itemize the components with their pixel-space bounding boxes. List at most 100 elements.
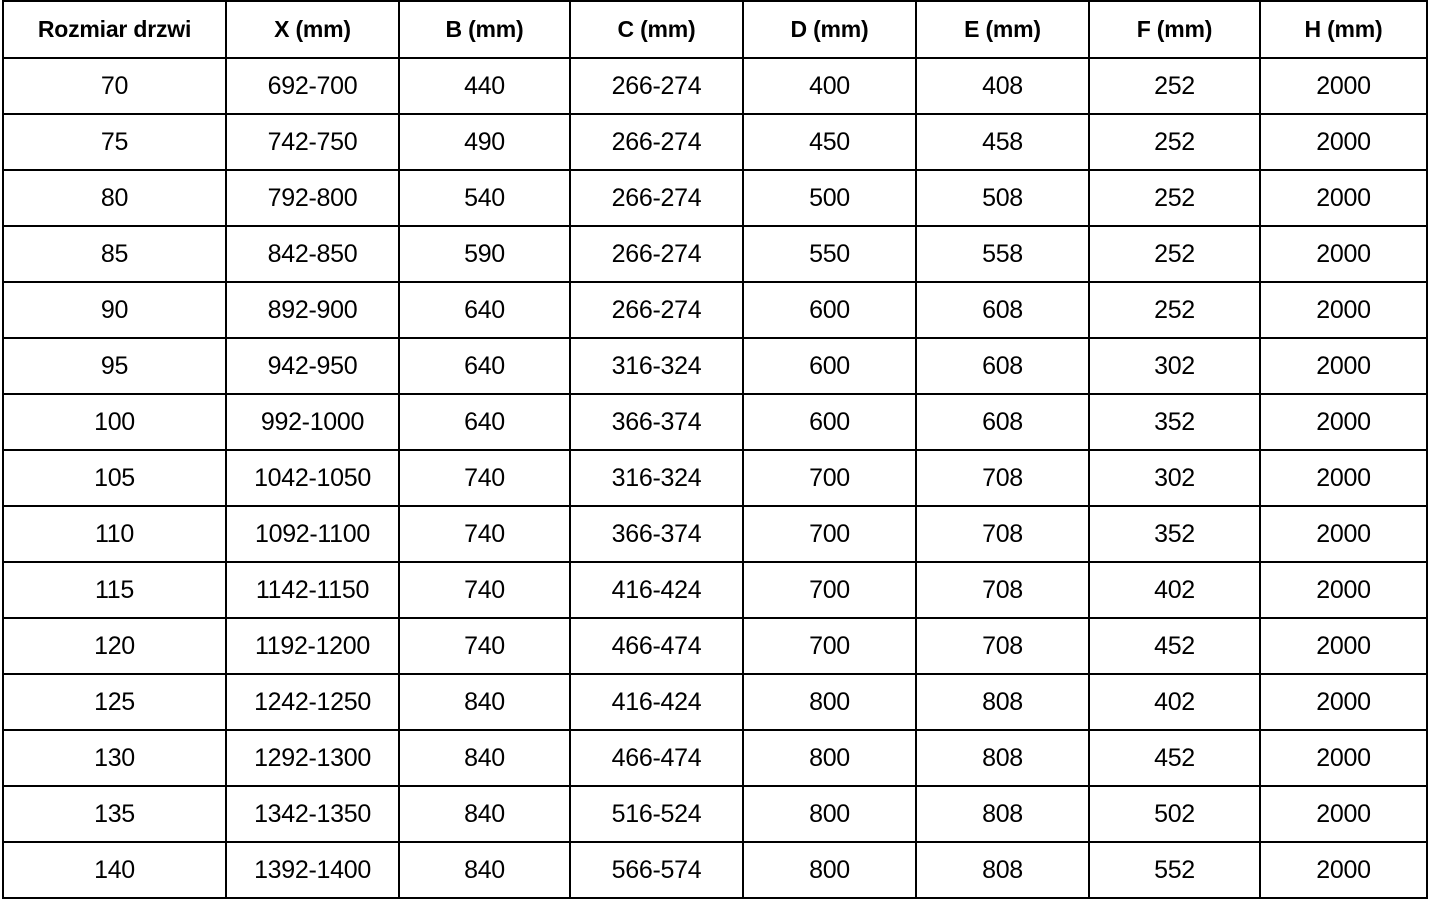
- column-header-x: X (mm): [225, 0, 400, 59]
- cell-h: 2000: [1259, 673, 1428, 731]
- cell-c: 266-274: [569, 225, 744, 283]
- cell-x: 892-900: [225, 281, 400, 339]
- cell-b: 840: [398, 673, 571, 731]
- cell-b: 740: [398, 449, 571, 507]
- cell-c: 266-274: [569, 281, 744, 339]
- cell-x: 1142-1150: [225, 561, 400, 619]
- cell-size: 90: [2, 281, 227, 339]
- cell-d: 800: [742, 729, 917, 787]
- column-header-size: Rozmiar drzwi: [2, 0, 227, 59]
- table-body: 70 692-700 440 266-274 400 408 252 2000 75 742-75…: [2, 57, 1428, 899]
- table-row: 100 992-1000 640 366-374 600 608 352 2000: [2, 393, 1428, 451]
- cell-h: 2000: [1259, 393, 1428, 451]
- table-row: 130 1292-1300 840 466-474 800 808 452 2000: [2, 729, 1428, 787]
- cell-b: 540: [398, 169, 571, 227]
- cell-h: 2000: [1259, 617, 1428, 675]
- cell-c: 316-324: [569, 449, 744, 507]
- cell-e: 708: [915, 505, 1090, 563]
- cell-f: 452: [1088, 617, 1261, 675]
- cell-h: 2000: [1259, 169, 1428, 227]
- table-row: 105 1042-1050 740 316-324 700 708 302 2000: [2, 449, 1428, 507]
- cell-h: 2000: [1259, 729, 1428, 787]
- cell-d: 700: [742, 505, 917, 563]
- cell-c: 266-274: [569, 57, 744, 115]
- cell-b: 840: [398, 785, 571, 843]
- cell-size: 70: [2, 57, 227, 115]
- cell-c: 366-374: [569, 393, 744, 451]
- cell-c: 416-424: [569, 561, 744, 619]
- cell-f: 552: [1088, 841, 1261, 899]
- cell-e: 808: [915, 785, 1090, 843]
- cell-b: 590: [398, 225, 571, 283]
- table-row: 120 1192-1200 740 466-474 700 708 452 2000: [2, 617, 1428, 675]
- table-row: 115 1142-1150 740 416-424 700 708 402 2000: [2, 561, 1428, 619]
- cell-h: 2000: [1259, 225, 1428, 283]
- cell-x: 1292-1300: [225, 729, 400, 787]
- cell-f: 252: [1088, 225, 1261, 283]
- cell-d: 550: [742, 225, 917, 283]
- cell-x: 942-950: [225, 337, 400, 395]
- cell-x: 1042-1050: [225, 449, 400, 507]
- cell-size: 75: [2, 113, 227, 171]
- cell-e: 708: [915, 561, 1090, 619]
- cell-c: 266-274: [569, 113, 744, 171]
- cell-h: 2000: [1259, 505, 1428, 563]
- cell-size: 110: [2, 505, 227, 563]
- cell-e: 808: [915, 841, 1090, 899]
- column-header-b: B (mm): [398, 0, 571, 59]
- cell-x: 792-800: [225, 169, 400, 227]
- cell-h: 2000: [1259, 561, 1428, 619]
- cell-h: 2000: [1259, 449, 1428, 507]
- cell-size: 85: [2, 225, 227, 283]
- cell-d: 450: [742, 113, 917, 171]
- cell-e: 508: [915, 169, 1090, 227]
- cell-f: 302: [1088, 449, 1261, 507]
- cell-x: 992-1000: [225, 393, 400, 451]
- column-header-c: C (mm): [569, 0, 744, 59]
- cell-x: 1092-1100: [225, 505, 400, 563]
- cell-f: 352: [1088, 505, 1261, 563]
- cell-b: 640: [398, 281, 571, 339]
- cell-x: 1342-1350: [225, 785, 400, 843]
- cell-d: 700: [742, 617, 917, 675]
- table-row: 140 1392-1400 840 566-574 800 808 552 2000: [2, 841, 1428, 899]
- cell-b: 640: [398, 393, 571, 451]
- cell-h: 2000: [1259, 281, 1428, 339]
- cell-b: 740: [398, 561, 571, 619]
- cell-d: 500: [742, 169, 917, 227]
- cell-c: 466-474: [569, 729, 744, 787]
- cell-size: 105: [2, 449, 227, 507]
- cell-f: 252: [1088, 113, 1261, 171]
- cell-e: 808: [915, 673, 1090, 731]
- cell-d: 600: [742, 337, 917, 395]
- cell-f: 302: [1088, 337, 1261, 395]
- cell-d: 600: [742, 393, 917, 451]
- cell-d: 600: [742, 281, 917, 339]
- cell-d: 700: [742, 449, 917, 507]
- cell-d: 700: [742, 561, 917, 619]
- column-header-d: D (mm): [742, 0, 917, 59]
- table-row: 125 1242-1250 840 416-424 800 808 402 2000: [2, 673, 1428, 731]
- cell-b: 740: [398, 505, 571, 563]
- cell-h: 2000: [1259, 337, 1428, 395]
- cell-f: 452: [1088, 729, 1261, 787]
- cell-f: 252: [1088, 281, 1261, 339]
- cell-x: 1392-1400: [225, 841, 400, 899]
- cell-x: 842-850: [225, 225, 400, 283]
- cell-size: 125: [2, 673, 227, 731]
- cell-x: 1242-1250: [225, 673, 400, 731]
- cell-c: 566-574: [569, 841, 744, 899]
- cell-c: 366-374: [569, 505, 744, 563]
- cell-h: 2000: [1259, 841, 1428, 899]
- cell-d: 800: [742, 785, 917, 843]
- cell-c: 516-524: [569, 785, 744, 843]
- cell-size: 115: [2, 561, 227, 619]
- table-row: 85 842-850 590 266-274 550 558 252 2000: [2, 225, 1428, 283]
- cell-b: 640: [398, 337, 571, 395]
- cell-e: 608: [915, 337, 1090, 395]
- cell-f: 352: [1088, 393, 1261, 451]
- cell-x: 1192-1200: [225, 617, 400, 675]
- cell-b: 840: [398, 729, 571, 787]
- cell-e: 458: [915, 113, 1090, 171]
